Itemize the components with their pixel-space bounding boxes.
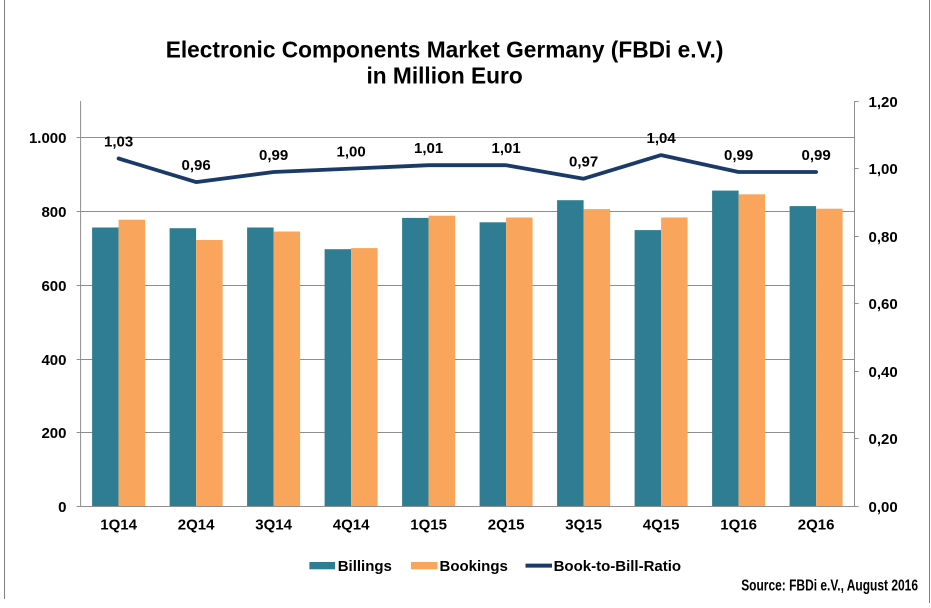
svg-text:800: 800 bbox=[41, 204, 66, 221]
svg-text:0,80: 0,80 bbox=[869, 229, 898, 246]
svg-text:1,20: 1,20 bbox=[869, 94, 898, 111]
svg-text:Source: FBDi e.V., August 2016: Source: FBDi e.V., August 2016 bbox=[741, 577, 918, 594]
svg-text:2Q15: 2Q15 bbox=[488, 516, 525, 533]
svg-text:3Q14: 3Q14 bbox=[255, 516, 292, 533]
svg-text:200: 200 bbox=[41, 425, 66, 442]
svg-text:1,04: 1,04 bbox=[646, 130, 676, 147]
svg-text:1Q16: 1Q16 bbox=[720, 516, 757, 533]
svg-text:1,00: 1,00 bbox=[869, 161, 898, 178]
svg-text:2Q16: 2Q16 bbox=[798, 516, 835, 533]
svg-text:Bookings: Bookings bbox=[440, 558, 508, 575]
svg-text:0,20: 0,20 bbox=[869, 431, 898, 448]
svg-text:0: 0 bbox=[58, 499, 66, 516]
svg-text:0,97: 0,97 bbox=[569, 154, 598, 171]
svg-text:Electronic Components Market G: Electronic Components Market Germany (FB… bbox=[166, 36, 724, 62]
svg-text:400: 400 bbox=[41, 352, 66, 369]
svg-text:Book-to-Bill-Ratio: Book-to-Bill-Ratio bbox=[554, 558, 681, 575]
svg-text:1Q15: 1Q15 bbox=[410, 516, 447, 533]
svg-text:600: 600 bbox=[41, 278, 66, 295]
svg-text:3Q15: 3Q15 bbox=[565, 516, 602, 533]
svg-text:1,01: 1,01 bbox=[491, 140, 520, 157]
svg-text:4Q15: 4Q15 bbox=[643, 516, 680, 533]
svg-text:0,60: 0,60 bbox=[869, 296, 898, 313]
svg-text:1,03: 1,03 bbox=[104, 133, 133, 150]
svg-text:1,01: 1,01 bbox=[414, 140, 443, 157]
svg-text:0,00: 0,00 bbox=[869, 499, 898, 516]
svg-text:0,99: 0,99 bbox=[724, 147, 753, 164]
svg-text:0,99: 0,99 bbox=[801, 147, 830, 164]
svg-text:4Q14: 4Q14 bbox=[333, 516, 370, 533]
svg-text:1Q14: 1Q14 bbox=[100, 516, 137, 533]
svg-text:Billings: Billings bbox=[338, 558, 392, 575]
svg-text:in Million Euro: in Million Euro bbox=[366, 63, 522, 89]
svg-text:0,99: 0,99 bbox=[259, 147, 288, 164]
svg-text:0,40: 0,40 bbox=[869, 364, 898, 381]
svg-text:0,96: 0,96 bbox=[181, 157, 210, 174]
svg-text:1.000: 1.000 bbox=[29, 130, 67, 147]
svg-text:1,00: 1,00 bbox=[336, 143, 365, 160]
svg-text:2Q14: 2Q14 bbox=[178, 516, 215, 533]
